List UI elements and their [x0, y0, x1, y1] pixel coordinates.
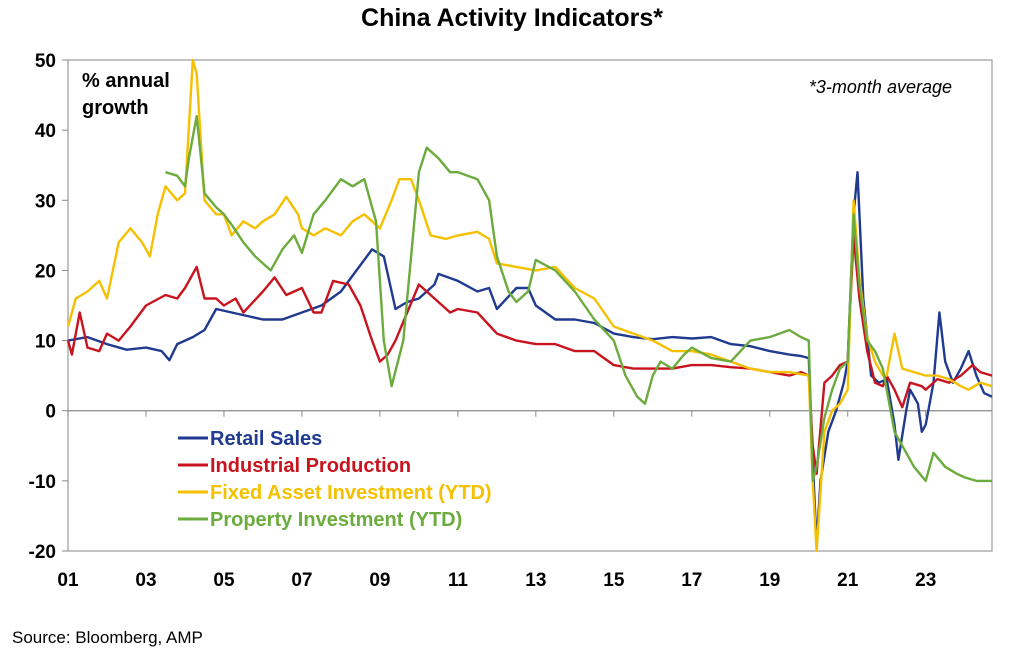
x-tick-label: 23 — [915, 570, 936, 591]
y-tick-label: -10 — [29, 472, 56, 493]
x-tick-label: 21 — [837, 570, 859, 591]
legend-label: Property Investment (YTD) — [210, 509, 462, 531]
legend: Retail Sales Industrial Production Fixed A… — [178, 428, 492, 531]
plot-frame — [67, 59, 993, 552]
y-tick-label: 0 — [45, 402, 56, 423]
x-tick-label: 01 — [57, 570, 79, 591]
series-line-industrial-production — [66, 234, 993, 475]
y-axis-label: % annual — [82, 70, 170, 92]
x-tick-label: 13 — [525, 570, 546, 591]
x-tick-label: 05 — [213, 570, 235, 591]
y-tick-label: 30 — [35, 191, 56, 212]
x-tick-label: 03 — [135, 570, 156, 591]
axes: -20 -10 0 10 20 30 40 50 01 03 05 07 09 11 13 15 17 19 21 2… — [29, 51, 993, 591]
series-lines — [66, 58, 993, 553]
chart-title: China Activity Indicators* — [361, 4, 663, 32]
series-line-property-investment-ytd — [165, 114, 992, 483]
y-tick-label: 40 — [35, 121, 56, 142]
legend-label: Fixed Asset Investment (YTD) — [210, 482, 492, 504]
x-tick-label: 15 — [603, 570, 625, 591]
source-note: Source: Bloomberg, AMP — [12, 628, 203, 647]
y-tick-label: 10 — [35, 332, 56, 353]
footnote-label: *3-month average — [809, 77, 952, 97]
series-line-fixed-asset-investment-ytd — [66, 58, 993, 553]
x-tick-label: 07 — [291, 570, 312, 591]
y-axis-label: growth — [82, 97, 149, 119]
legend-label: Industrial Production — [210, 455, 411, 477]
x-tick-label: 09 — [369, 570, 390, 591]
x-tick-label: 19 — [759, 570, 780, 591]
y-tick-label: -20 — [29, 542, 56, 563]
annotations: % annual growth *3-month average — [82, 70, 952, 119]
x-tick-label: 17 — [681, 570, 702, 591]
y-tick-label: 20 — [35, 261, 56, 282]
y-tick-label: 50 — [35, 51, 56, 72]
legend-label: Retail Sales — [210, 428, 322, 450]
x-tick-label: 11 — [448, 570, 469, 591]
line-chart: -20 -10 0 10 20 30 40 50 01 03 05 07 09 11 13 15 17 19 21 2… — [29, 51, 993, 591]
series-line-retail-sales — [67, 171, 993, 546]
